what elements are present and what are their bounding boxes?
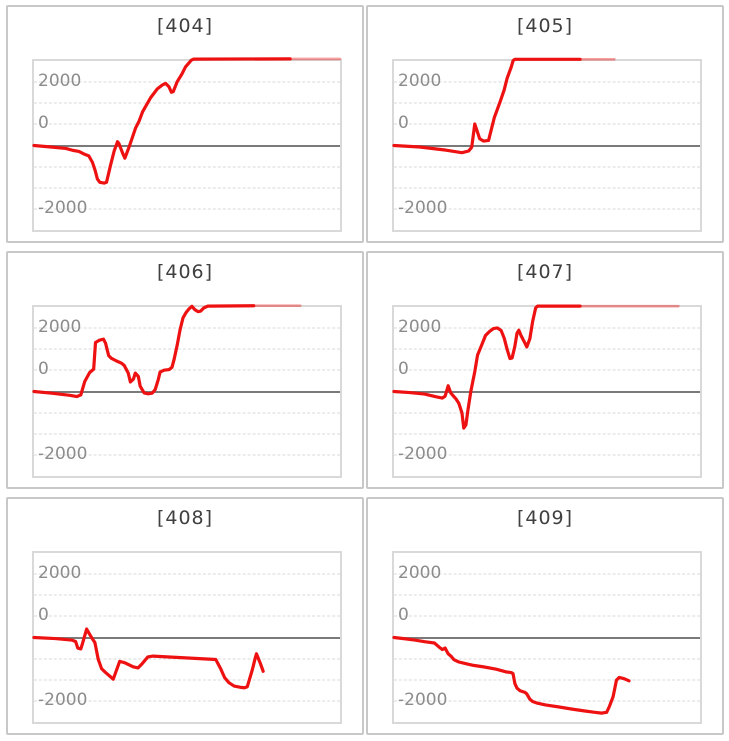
y-tick-label: 2000 [398, 317, 442, 338]
zero-axis-line [34, 636, 340, 639]
minor-gridline [394, 454, 700, 456]
minor-gridline [34, 81, 340, 83]
plot-area: 2000 0 -2000 [392, 551, 702, 724]
chart-title: [407] [516, 261, 574, 283]
y-tick-label: -2000 [38, 444, 88, 465]
data-line [394, 638, 629, 714]
minor-gridline [394, 412, 700, 414]
minor-gridline [34, 679, 340, 681]
chart-panel[interactable]: [409] 2000 0 -2000 [366, 497, 724, 735]
chart-panel[interactable]: [405] 2000 0 -2000 [366, 5, 724, 243]
minor-gridline [394, 658, 700, 660]
series-svg [394, 307, 700, 476]
y-tick-label: 0 [398, 359, 409, 380]
chart-title: [408] [156, 507, 214, 529]
minor-gridline [394, 679, 700, 681]
plot-area: 2000 0 -2000 [392, 305, 702, 478]
zero-axis-line [394, 390, 700, 393]
chart-title: [405] [516, 15, 574, 37]
minor-gridline [394, 208, 700, 210]
y-tick-label: 0 [398, 605, 409, 626]
chart-panel[interactable]: [404] 2000 0 -2000 [6, 5, 364, 243]
minor-gridline [34, 700, 340, 702]
minor-gridline [34, 615, 340, 617]
y-tick-label: 2000 [38, 317, 82, 338]
data-line [394, 59, 580, 152]
zero-axis-line [34, 144, 340, 147]
minor-gridline [34, 594, 340, 596]
charts-grid: [404] 2000 0 -2000 [405] 2000 0 -2000 [406] … [6, 5, 724, 735]
minor-gridline [394, 594, 700, 596]
minor-gridline [34, 369, 340, 371]
minor-gridline [34, 454, 340, 456]
chart-title: [409] [516, 507, 574, 529]
y-tick-label: -2000 [398, 690, 448, 711]
minor-gridline [34, 208, 340, 210]
minor-gridline [394, 573, 700, 575]
y-tick-label: 2000 [398, 71, 442, 92]
minor-gridline [34, 433, 340, 435]
chart-panel[interactable]: [406] 2000 0 -2000 [6, 251, 364, 489]
plot-area: 2000 0 -2000 [392, 59, 702, 232]
y-tick-label: 0 [398, 113, 409, 134]
plot-area: 2000 0 -2000 [32, 551, 342, 724]
y-tick-label: -2000 [38, 690, 88, 711]
minor-gridline [394, 433, 700, 435]
zero-axis-line [394, 636, 700, 639]
minor-gridline [394, 102, 700, 104]
minor-gridline [34, 327, 340, 329]
data-line [34, 629, 263, 688]
series-svg [394, 61, 700, 230]
minor-gridline [34, 412, 340, 414]
plot-area: 2000 0 -2000 [32, 305, 342, 478]
minor-gridline [34, 573, 340, 575]
minor-gridline [394, 615, 700, 617]
y-tick-label: 0 [38, 605, 49, 626]
minor-gridline [34, 166, 340, 168]
zero-axis-line [34, 390, 340, 393]
chart-panel[interactable]: [407] 2000 0 -2000 [366, 251, 724, 489]
minor-gridline [34, 187, 340, 189]
minor-gridline [34, 348, 340, 350]
chart-panel[interactable]: [408] 2000 0 -2000 [6, 497, 364, 735]
minor-gridline [394, 81, 700, 83]
y-tick-label: 0 [38, 113, 49, 134]
y-tick-label: 0 [38, 359, 49, 380]
minor-gridline [34, 102, 340, 104]
chart-title: [406] [156, 261, 214, 283]
minor-gridline [394, 369, 700, 371]
y-tick-label: -2000 [398, 444, 448, 465]
series-svg [394, 553, 700, 722]
series-svg [34, 553, 340, 722]
y-tick-label: -2000 [398, 198, 448, 219]
y-tick-label: 2000 [398, 563, 442, 584]
minor-gridline [394, 187, 700, 189]
minor-gridline [394, 327, 700, 329]
zero-axis-line [394, 144, 700, 147]
minor-gridline [394, 700, 700, 702]
series-svg [34, 61, 340, 230]
minor-gridline [394, 166, 700, 168]
data-line [34, 306, 254, 397]
series-svg [34, 307, 340, 476]
data-line [34, 59, 290, 183]
y-tick-label: 2000 [38, 563, 82, 584]
minor-gridline [394, 123, 700, 125]
y-tick-label: 2000 [38, 71, 82, 92]
y-tick-label: -2000 [38, 198, 88, 219]
minor-gridline [34, 123, 340, 125]
plot-area: 2000 0 -2000 [32, 59, 342, 232]
data-line [394, 306, 580, 428]
chart-title: [404] [156, 15, 214, 37]
minor-gridline [394, 348, 700, 350]
